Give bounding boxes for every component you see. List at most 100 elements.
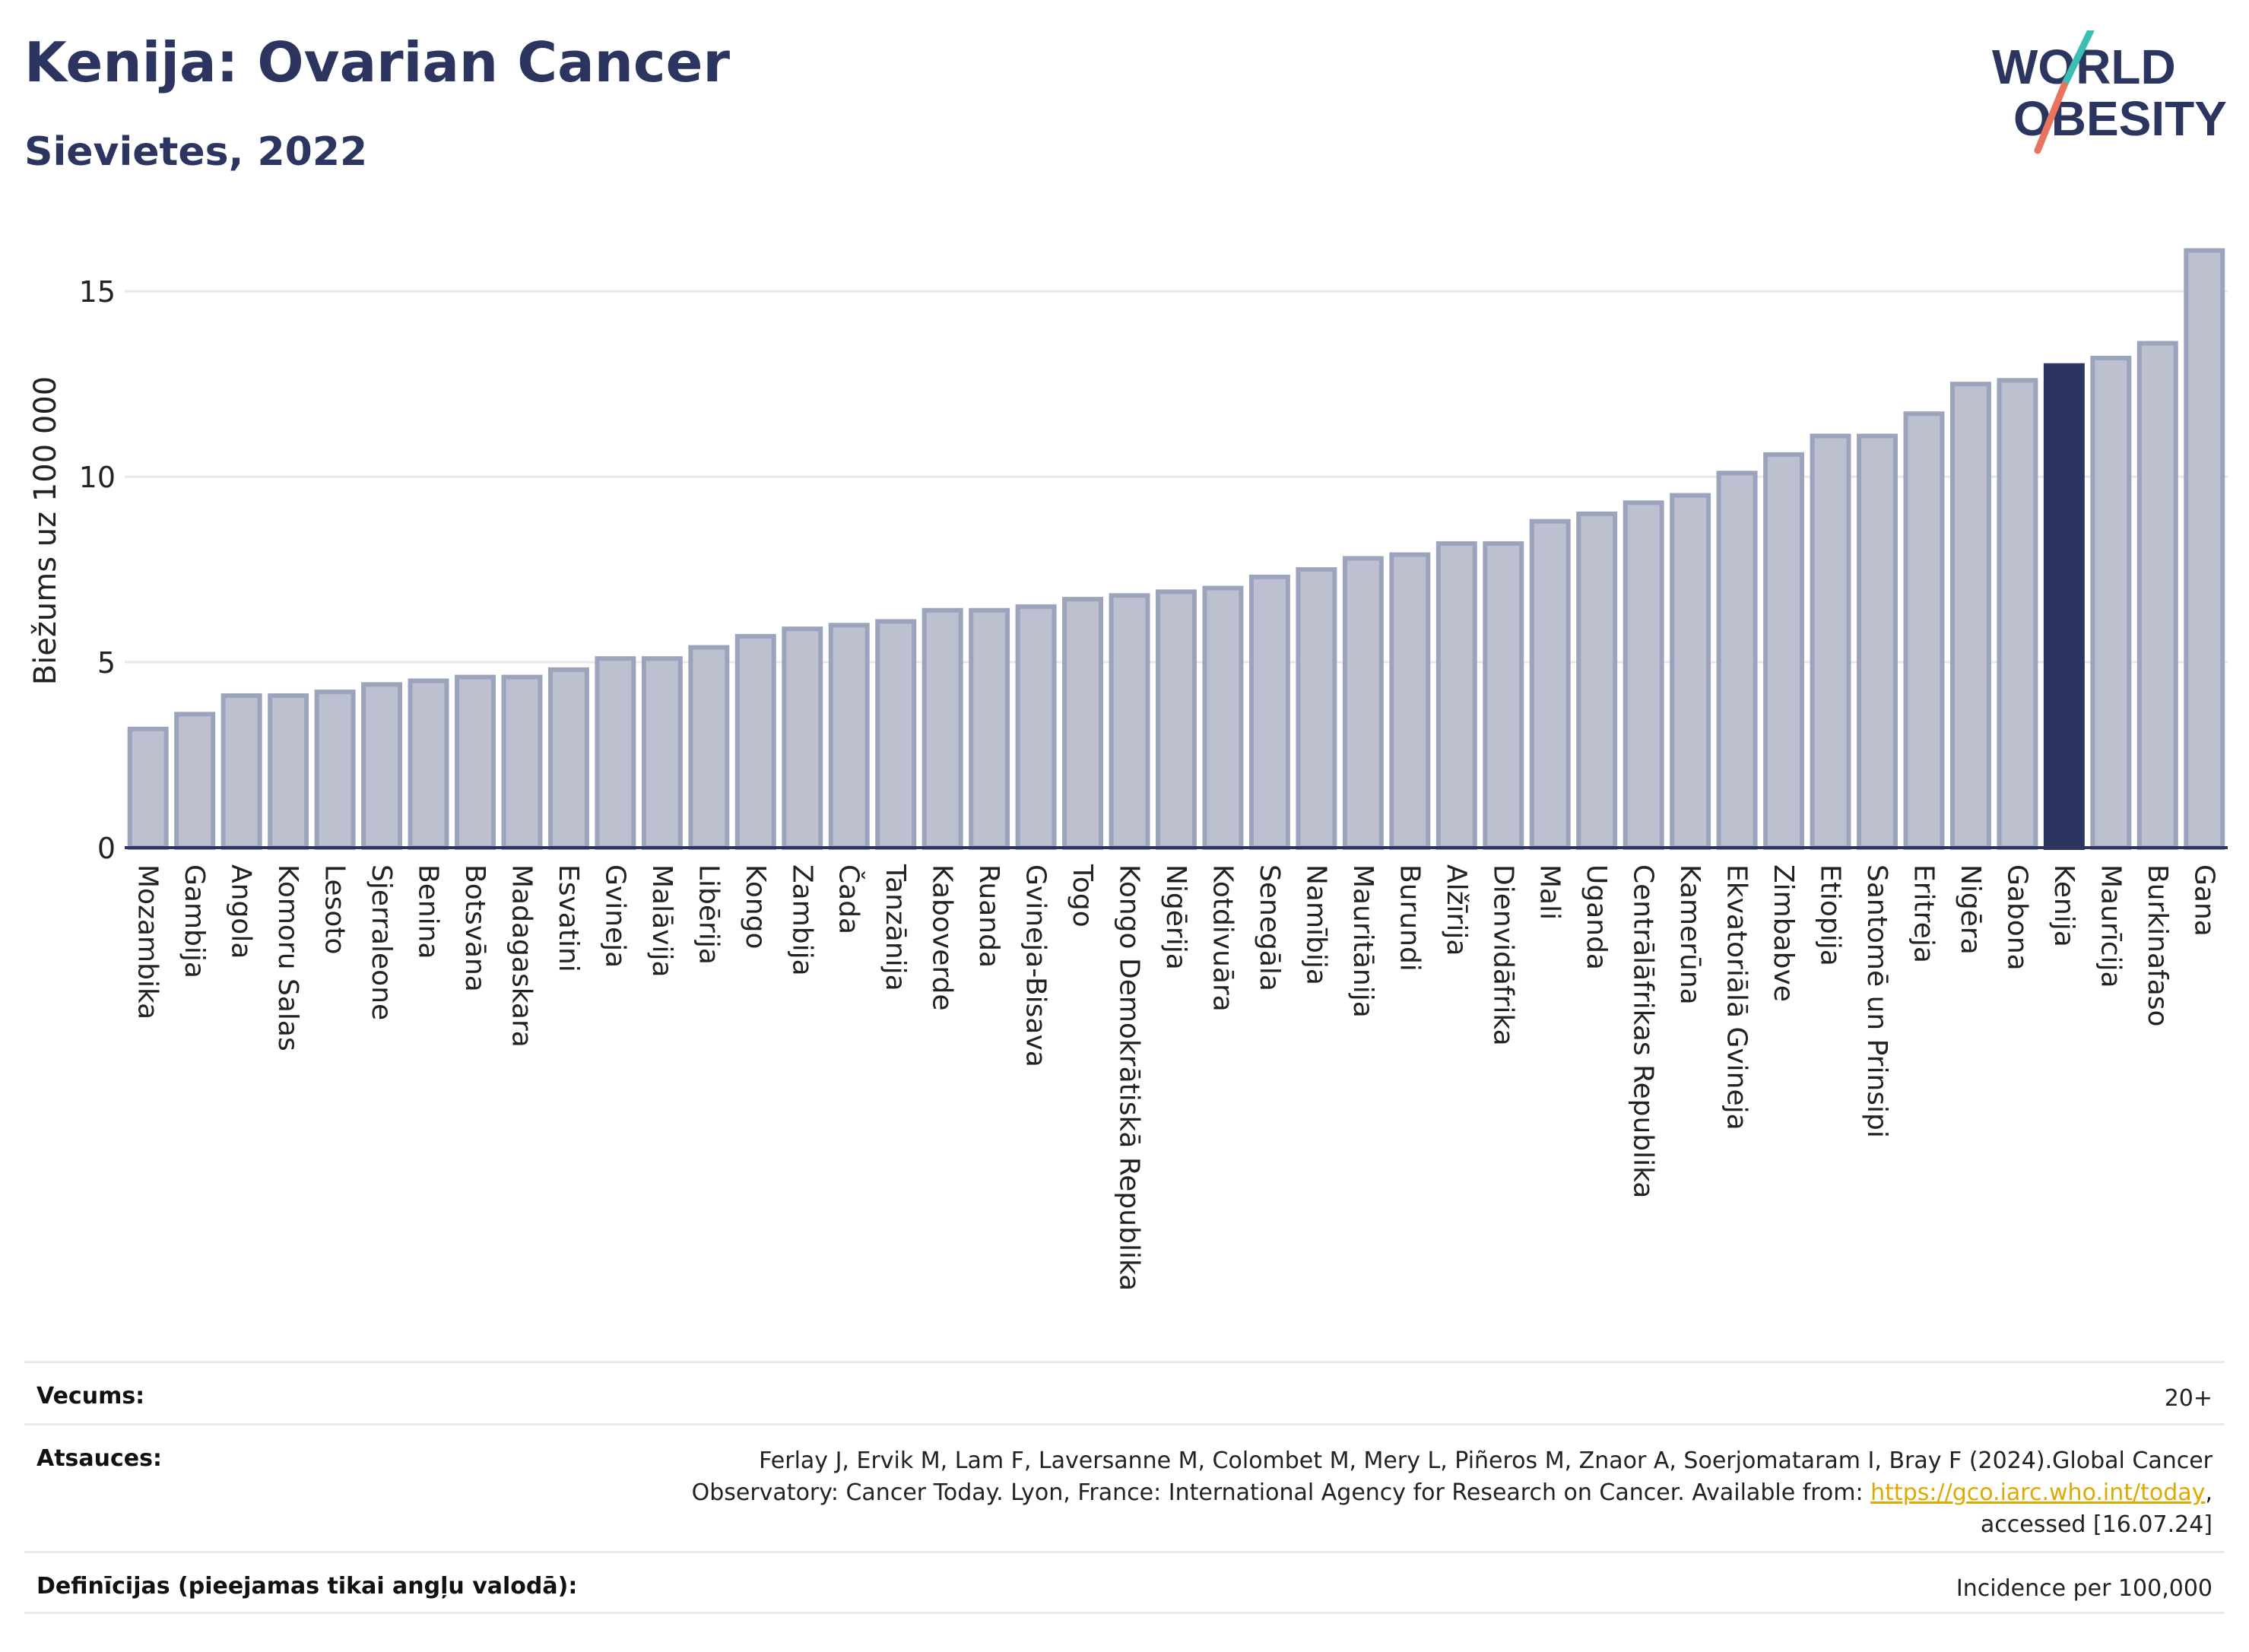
refs-link[interactable]: https://gco.iarc.who.int/today bbox=[1870, 1479, 2206, 1506]
bar-gvineja bbox=[595, 656, 636, 850]
bar-kongo-demokrātiskā-republika bbox=[1109, 593, 1150, 850]
meta-refs-row: Atsauces: Ferlay J, Ervik M, Lam F, Lave… bbox=[24, 1423, 2225, 1553]
x-tick-label: Kongo Demokrātiskā Republika bbox=[1114, 864, 1145, 1291]
x-tick-label: Madagaskara bbox=[506, 864, 537, 1048]
x-tick-label: Gabona bbox=[2001, 864, 2032, 971]
refs-line1: Ferlay J, Ervik M, Lam F, Laversanne M, … bbox=[759, 1447, 2213, 1474]
x-tick-label: Ekvatoriālā Gvineja bbox=[1721, 864, 1753, 1130]
x-tick-label: Tanzānija bbox=[880, 864, 911, 991]
bar-esvatini bbox=[547, 667, 589, 850]
bar-čada bbox=[828, 623, 870, 850]
x-tick-label: Čada bbox=[833, 864, 865, 934]
bar-namībija bbox=[1296, 567, 1337, 850]
x-tick-label: Santomē un Prinsipi bbox=[1861, 864, 1892, 1138]
x-tick-label: Nigērija bbox=[1160, 864, 1191, 970]
x-tick-label: Zimbabve bbox=[1768, 864, 1799, 1002]
x-tick-label: Kongo bbox=[740, 864, 771, 950]
bar-burkinafaso bbox=[2136, 341, 2178, 850]
bar-mozambika bbox=[127, 726, 169, 850]
x-axis-ticks: Mozambika Gambija Angola Komoru Salas Lesoto… bbox=[132, 864, 2220, 1291]
x-tick-label: Botsvāna bbox=[459, 864, 490, 992]
y-axis-label: Biežums uz 100 000 bbox=[28, 376, 63, 686]
x-tick-label: Kenija bbox=[2048, 864, 2079, 947]
y-tick-label: 15 bbox=[79, 275, 116, 309]
chart-title: Kenija: Ovarian Cancer bbox=[24, 30, 730, 94]
x-tick-label: Esvatini bbox=[553, 864, 584, 972]
refs-line2-end: , bbox=[2205, 1479, 2213, 1506]
x-tick-label: Togo bbox=[1067, 864, 1098, 927]
bar-zambija bbox=[782, 626, 823, 850]
x-tick-label: Gvineja-Bisava bbox=[1020, 864, 1052, 1067]
x-tick-label: Kotdivuāra bbox=[1207, 864, 1238, 1012]
refs-value: Ferlay J, Ervik M, Lam F, Laversanne M, … bbox=[692, 1445, 2213, 1541]
x-tick-label: Nigēra bbox=[1955, 864, 1986, 955]
x-tick-label: Gambija bbox=[179, 864, 210, 978]
bar-gabona bbox=[1997, 378, 2038, 851]
bar-mauritānija bbox=[1342, 556, 1384, 850]
x-tick-label: Mauritānija bbox=[1347, 864, 1378, 1018]
bar-nigēra bbox=[1949, 382, 1991, 851]
x-tick-label: Benina bbox=[413, 864, 444, 959]
age-value: 20+ bbox=[2164, 1385, 2213, 1412]
bar-kotdivuāra bbox=[1202, 585, 1244, 850]
x-tick-label: Burundi bbox=[1394, 864, 1425, 972]
x-tick-label: Mozambika bbox=[132, 864, 163, 1019]
bar-ekvatoriālā-gvineja bbox=[1716, 471, 1758, 850]
x-tick-label: Malāvija bbox=[646, 864, 677, 978]
x-tick-label: Senegāla bbox=[1254, 864, 1285, 991]
x-tick-label: Gana bbox=[2188, 864, 2219, 937]
def-value: Incidence per 100,000 bbox=[1956, 1575, 2213, 1602]
x-tick-label: Zambija bbox=[786, 864, 817, 976]
y-tick-label: 0 bbox=[97, 832, 116, 865]
bar-maurīcija bbox=[2090, 356, 2132, 850]
bar-lesoto bbox=[314, 690, 356, 850]
world-obesity-logo: WORLD OBESITY bbox=[1992, 30, 2227, 154]
x-tick-label: Kamerūna bbox=[1674, 864, 1705, 1005]
y-tick-label: 10 bbox=[79, 461, 116, 494]
bar-chart: 0 5 10 15 Mozambika Gambija Angola Komoru Sala… bbox=[79, 248, 2228, 1291]
bar-centrālāfrikas-republika bbox=[1623, 500, 1664, 850]
refs-line3: accessed [16.07.24] bbox=[1980, 1511, 2213, 1538]
meta-def-row: Definīcijas (pieejamas tikai angļu valod… bbox=[24, 1551, 2225, 1614]
logo-slash-coral bbox=[2034, 81, 2068, 154]
bar-kenija bbox=[2043, 363, 2085, 850]
refs-label: Atsauces: bbox=[36, 1445, 162, 1472]
bar-gambija bbox=[174, 712, 216, 851]
x-tick-label: Sjerraleone bbox=[366, 864, 397, 1020]
bar-angola bbox=[220, 693, 262, 851]
bar-madagaskara bbox=[501, 674, 543, 850]
bar-burundi bbox=[1389, 552, 1431, 850]
meta-bottom-border bbox=[24, 1612, 2225, 1614]
bar-eritreja bbox=[1903, 411, 1945, 850]
x-tick-label: Dienvidāfrika bbox=[1487, 864, 1518, 1046]
x-tick-label: Burkinafaso bbox=[2142, 864, 2173, 1027]
bar-kamerūna bbox=[1670, 493, 1711, 850]
bar-alžīrija bbox=[1435, 541, 1477, 850]
bar-mali bbox=[1529, 518, 1571, 851]
bar-santomē-un-prinsipi bbox=[1857, 433, 1898, 850]
x-tick-label: Libērija bbox=[693, 864, 724, 965]
x-tick-label: Ruanda bbox=[973, 864, 1004, 968]
bar-ruanda bbox=[969, 607, 1010, 850]
bar-sjerraleone bbox=[361, 682, 403, 850]
chart-subtitle: Sievietes, 2022 bbox=[24, 129, 368, 175]
bar-togo bbox=[1062, 597, 1104, 850]
def-label: Definīcijas (pieejamas tikai angļu valod… bbox=[36, 1573, 578, 1600]
bar-benina bbox=[408, 678, 449, 850]
bar-senegāla bbox=[1248, 574, 1290, 851]
refs-line2: Observatory: Cancer Today. Lyon, France:… bbox=[692, 1477, 2213, 1509]
bar-dienvidāfrika bbox=[1483, 541, 1524, 850]
bars bbox=[127, 248, 2225, 851]
bar-kaboverde bbox=[921, 607, 963, 850]
bar-gvineja-bisava bbox=[1015, 604, 1057, 850]
bar-tanzānija bbox=[875, 619, 917, 850]
bar-gana bbox=[2184, 248, 2225, 850]
x-tick-label: Centrālāfrikas Republika bbox=[1628, 864, 1659, 1198]
x-tick-label: Gvineja bbox=[599, 864, 630, 968]
x-tick-label: Alžīrija bbox=[1441, 864, 1472, 956]
bar-botsvāna bbox=[455, 674, 496, 850]
x-tick-label: Maurīcija bbox=[2095, 864, 2126, 988]
y-axis-ticks: 0 5 10 15 bbox=[79, 275, 116, 865]
bar-zimbabve bbox=[1763, 452, 1805, 850]
x-tick-label: Uganda bbox=[1581, 864, 1612, 970]
